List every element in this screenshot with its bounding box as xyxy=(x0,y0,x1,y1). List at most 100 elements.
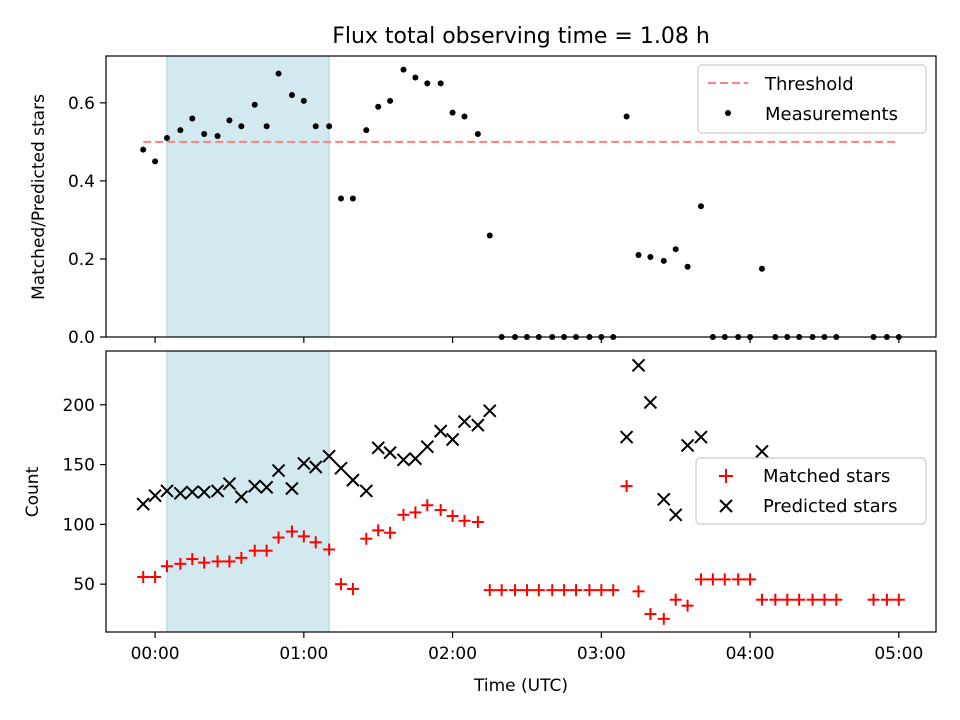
matched-star-point xyxy=(681,599,694,612)
matched-star-point xyxy=(211,555,224,568)
y-tick-label: 0.0 xyxy=(68,328,95,348)
predicted-star-point xyxy=(643,395,658,410)
measurement-point xyxy=(163,134,170,141)
y-tick-label: 0.4 xyxy=(68,172,95,192)
bottom-x-axis-ticks: 00:00 01:00 02:00 03:00 04:00 05:00 xyxy=(131,632,923,664)
matched-star-point xyxy=(495,584,508,597)
y-tick-label: 0.2 xyxy=(68,250,95,270)
measurement-point xyxy=(424,80,431,87)
measurements-legend-label: Measurements xyxy=(765,104,898,125)
matched-star-point xyxy=(818,593,831,606)
predicted-star-point xyxy=(322,449,336,463)
predicted-star-point xyxy=(445,432,460,447)
predicted-star-point xyxy=(408,451,423,466)
matched-star-point xyxy=(409,506,422,519)
matched-star-point xyxy=(644,608,657,621)
predicted-star-point xyxy=(694,430,708,444)
predicted-star-point xyxy=(148,488,162,503)
chart-title: Flux total observing time = 1.08 h xyxy=(332,24,710,49)
matched-star-point xyxy=(830,593,843,606)
measurement-point xyxy=(697,203,704,210)
matched-star-point xyxy=(149,570,162,583)
matched-star-point xyxy=(458,514,471,527)
threshold-legend-label: Threshold xyxy=(764,74,854,95)
matched-star-point xyxy=(806,593,819,606)
predicted-star-point xyxy=(631,358,646,373)
matched-star-point xyxy=(272,531,285,544)
measurement-point xyxy=(189,115,196,122)
y-tick-label: 150 xyxy=(63,456,95,476)
matched-star-point xyxy=(297,530,310,543)
predicted-star-point xyxy=(346,473,360,487)
matched-star-point xyxy=(793,593,806,606)
measurement-point xyxy=(214,133,221,140)
measurement-point xyxy=(461,113,468,120)
top-panel: 0.0 0.2 0.4 0.6 Matched/Predicted stars Thr… xyxy=(29,55,937,348)
measurement-point xyxy=(326,123,333,130)
y-tick-label: 200 xyxy=(63,396,95,416)
predicted-star-point xyxy=(234,490,249,504)
matched-star-point xyxy=(781,593,794,606)
matched-star-point xyxy=(755,593,768,606)
measurement-point xyxy=(140,146,147,153)
matched-stars-points xyxy=(137,480,905,625)
matched-star-point xyxy=(732,573,745,586)
predicted-star-point xyxy=(383,445,397,460)
predicted-star-point xyxy=(160,484,174,498)
measurement-point xyxy=(635,252,642,259)
y-tick-label: 50 xyxy=(73,575,95,595)
predicted-star-point xyxy=(309,460,323,474)
measurement-point xyxy=(672,246,679,253)
predicted-star-point xyxy=(680,438,695,453)
x-tick-label: 04:00 xyxy=(726,644,775,664)
matched-star-point xyxy=(137,570,150,583)
measurement-point xyxy=(437,80,444,87)
measurement-point xyxy=(400,66,407,73)
matched-star-point xyxy=(558,584,571,597)
predicted-star-point xyxy=(285,481,299,496)
matched-star-point xyxy=(483,584,496,597)
matched-star-point xyxy=(632,585,645,598)
predicted-star-point xyxy=(271,463,286,478)
measurement-point xyxy=(684,263,691,270)
matched-stars-legend-label: Matched stars xyxy=(763,466,890,487)
bottom-axes-frame xyxy=(105,350,937,633)
predicted-star-point xyxy=(420,439,434,454)
x-tick-label: 03:00 xyxy=(577,644,626,664)
measurement-point xyxy=(152,158,159,165)
matched-star-point xyxy=(421,499,434,512)
predicted-star-point xyxy=(396,453,411,467)
matched-star-point xyxy=(880,593,893,606)
measurement-point xyxy=(338,195,345,202)
predicted-star-point xyxy=(483,404,497,418)
matched-star-point xyxy=(446,510,459,523)
matched-star-point xyxy=(595,584,608,597)
measurement-point xyxy=(449,109,456,116)
matched-star-point xyxy=(285,525,298,538)
measurement-point xyxy=(288,92,295,99)
matched-star-point xyxy=(323,543,336,556)
matched-star-point xyxy=(509,584,522,597)
predicted-star-point xyxy=(136,497,150,511)
matched-star-point xyxy=(248,544,261,557)
predicted-star-point xyxy=(657,492,671,506)
matched-star-point xyxy=(174,557,187,570)
predicted-star-point xyxy=(371,441,385,455)
measurement-point xyxy=(623,113,630,120)
y-tick-label: 100 xyxy=(63,515,95,535)
x-axis-label: Time (UTC) xyxy=(473,676,568,696)
predicted-star-point xyxy=(755,444,769,459)
top-x-axis-ticks xyxy=(154,337,900,343)
matched-star-point xyxy=(769,593,782,606)
matched-star-point xyxy=(718,573,731,586)
top-y-axis-label: Matched/Predicted stars xyxy=(29,94,49,300)
measurement-point xyxy=(375,103,382,110)
measurement-point xyxy=(486,232,493,239)
predicted-stars-legend-swatch xyxy=(719,499,733,513)
predicted-star-point xyxy=(457,414,472,429)
measurement-point xyxy=(226,117,233,124)
predicted-star-point xyxy=(185,485,199,499)
matched-star-point xyxy=(657,612,670,625)
x-tick-label: 02:00 xyxy=(428,644,477,664)
bottom-y-axis-ticks: 50 100 150 200 xyxy=(63,396,106,595)
